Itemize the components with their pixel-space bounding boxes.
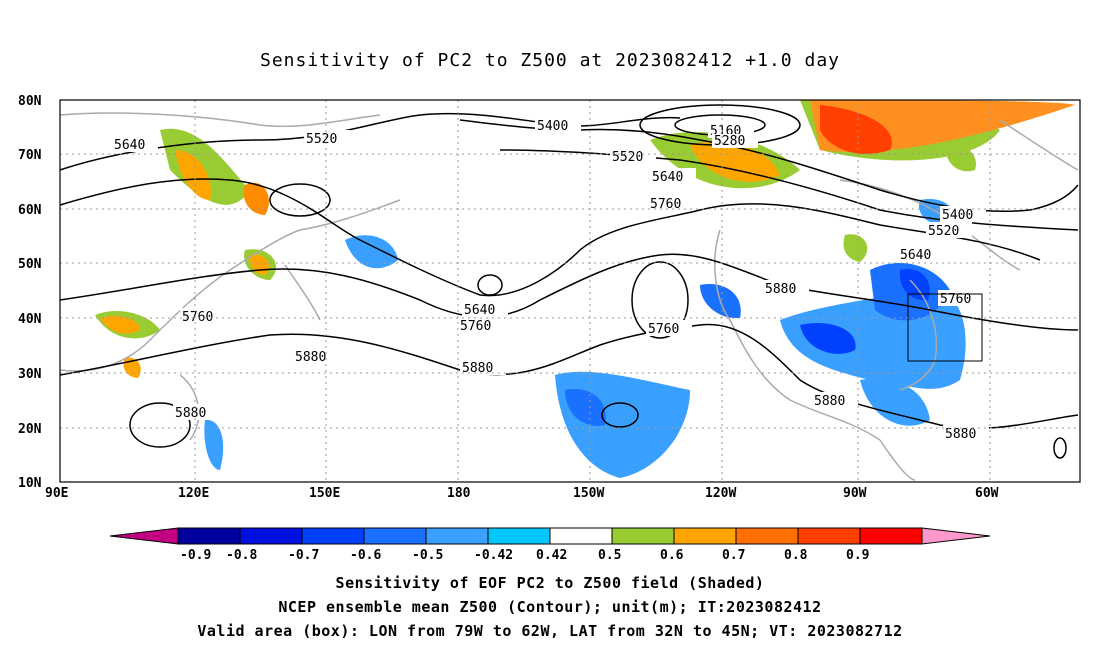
colorbar-box (487, 527, 551, 545)
shade-blue (565, 389, 606, 426)
lon-tick-label: 150W (573, 486, 604, 501)
contour-label: 5280 (714, 134, 745, 149)
lon-tick-label: 90E (45, 486, 68, 501)
colorbar-label: 0.5 (598, 548, 621, 563)
contour-label: 5760 (648, 322, 679, 337)
colorbar-box (673, 527, 737, 545)
shade-blue (555, 371, 690, 478)
lat-axis-labels: 80N 70N 60N 50N 40N 30N 20N 10N (18, 94, 42, 491)
caption-line-3: Valid area (box): LON from 79W to 62W, L… (197, 622, 903, 640)
contour-label: 5760 (182, 310, 213, 325)
shade-orange (100, 315, 140, 334)
contour-label: 5880 (295, 350, 326, 365)
colorbar-boxes (177, 527, 923, 545)
lat-tick-label: 50N (18, 257, 42, 272)
lon-tick-label: 120E (178, 486, 209, 501)
colorbar-low-arrow (109, 527, 179, 545)
colorbar-label: -0.42 (474, 548, 513, 563)
contour-label: 5880 (814, 394, 845, 409)
colorbar-label: 0.7 (722, 548, 745, 563)
contour-label: 5520 (612, 150, 643, 165)
colorbar-label: -0.9 (180, 548, 211, 563)
shade-blue (800, 322, 856, 354)
contour-label: 5640 (900, 248, 931, 263)
contour-label: 5760 (460, 319, 491, 334)
contour-label: 5760 (650, 197, 681, 212)
colorbar-high-arrow (921, 527, 991, 545)
colorbar-label: 0.6 (660, 548, 684, 563)
colorbar-box (301, 527, 365, 545)
colorbar-labels: -0.9 -0.8 -0.7 -0.6 -0.5 -0.42 0.42 0.5 0.6 0.7 0.… (180, 548, 869, 563)
shade-blue (860, 378, 930, 426)
coastlines (59, 112, 1079, 481)
lat-tick-label: 60N (18, 203, 42, 218)
colorbar-label: 0.8 (784, 548, 808, 563)
colorbar-label: -0.8 (226, 548, 257, 563)
lat-tick-label: 40N (18, 312, 42, 327)
shade-green (160, 128, 250, 205)
lat-tick-label: 80N (18, 94, 42, 109)
colorbar-label: -0.6 (350, 548, 381, 563)
shade-blue (204, 419, 224, 470)
shade-blue (345, 235, 398, 269)
colorbar-box (797, 527, 861, 545)
map-title: Sensitivity of PC2 to Z500 at 2023082412… (259, 50, 840, 71)
colorbar-box (363, 527, 427, 545)
contour-label: 5880 (462, 361, 493, 376)
lon-tick-label: 120W (705, 486, 736, 501)
colorbar-box (735, 527, 799, 545)
map-frame (59, 99, 1081, 483)
contour-label: 5520 (928, 224, 959, 239)
colorbar-box (239, 527, 303, 545)
shade-green (843, 234, 868, 262)
colorbar-label: 0.9 (846, 548, 869, 563)
lat-tick-label: 20N (18, 422, 42, 437)
lat-tick-label: 30N (18, 367, 42, 382)
valid-area-box (907, 293, 983, 362)
caption-line-1: Sensitivity of EOF PC2 to Z500 field (Sh… (335, 574, 765, 592)
colorbar-label: 0.42 (536, 548, 567, 563)
colorbar-label: -0.5 (412, 548, 443, 563)
caption-line-2: NCEP ensemble mean Z500 (Contour); unit(… (278, 598, 822, 616)
contour-label: 5640 (652, 170, 683, 185)
contour-label-group: 5640 5520 5400 5160 5280 5520 5640 5760 … (112, 117, 989, 442)
contour-label: 5880 (175, 406, 206, 421)
shade-red (820, 105, 892, 154)
shade-orange (243, 182, 269, 215)
lon-tick-label: 60W (975, 486, 999, 501)
lat-tick-label: 70N (18, 148, 42, 163)
colorbar-box (611, 527, 675, 545)
colorbar: -0.9 -0.8 -0.7 -0.6 -0.5 -0.42 0.42 0.5 0.6 0.7 0.… (109, 527, 991, 563)
shaded-sensitivity (95, 100, 1075, 478)
contour-label: 5880 (765, 282, 796, 297)
lon-tick-label: 90W (843, 486, 867, 501)
lon-axis-labels: 90E 120E 150E 180 150W 120W 90W 60W (45, 486, 999, 501)
contour-label: 5520 (306, 132, 337, 147)
contour-label: 5880 (945, 427, 976, 442)
lat-tick-label: 10N (18, 476, 42, 491)
colorbar-box (859, 527, 923, 545)
colorbar-box (549, 527, 613, 545)
colorbar-label: -0.7 (288, 548, 319, 563)
contour-label: 5640 (114, 138, 145, 153)
shade-green (945, 144, 976, 172)
gridlines (60, 100, 1080, 482)
contour-label: 5640 (464, 303, 495, 318)
colorbar-box (425, 527, 489, 545)
contour-label: 5760 (940, 292, 971, 307)
colorbar-box (177, 527, 241, 545)
contour-label: 5400 (537, 119, 568, 134)
contour-label: 5400 (942, 208, 973, 223)
lon-tick-label: 150E (309, 486, 340, 501)
lon-tick-label: 180 (447, 486, 471, 501)
shade-orange (175, 150, 211, 200)
